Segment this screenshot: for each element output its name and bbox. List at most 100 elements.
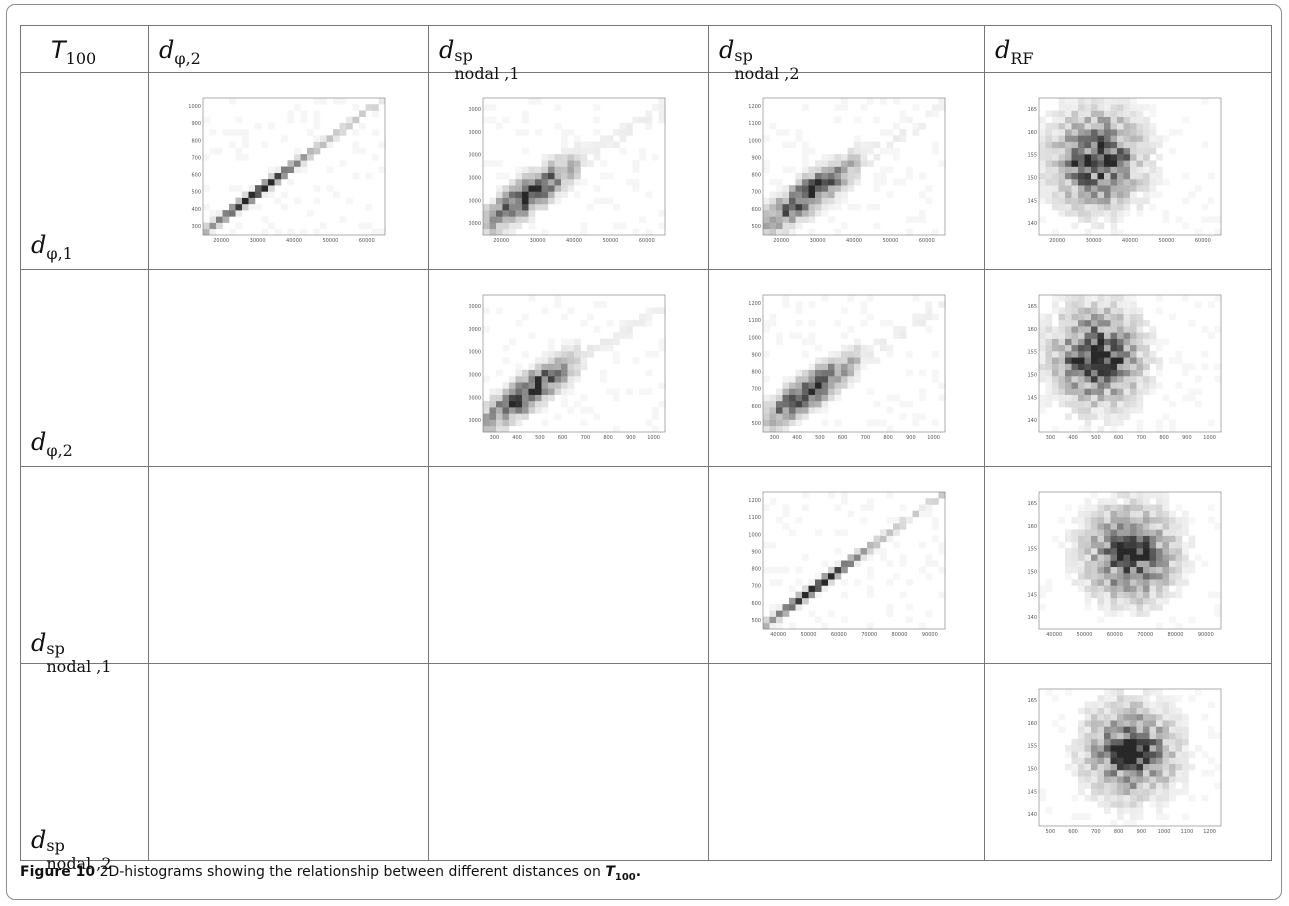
hist-bin [613, 357, 620, 364]
hist-bin [776, 210, 783, 217]
hist-bin [1071, 147, 1079, 155]
hist-bin [769, 191, 777, 198]
hist-bin [1052, 357, 1059, 364]
hist-bin [489, 419, 497, 427]
hist-bin [1104, 579, 1111, 586]
hist-bin [515, 375, 523, 383]
hist-bin [1091, 732, 1098, 740]
hist-bin [1156, 604, 1163, 611]
hist-bin [847, 560, 855, 568]
hist-bin [1065, 178, 1072, 186]
hist-bin [1156, 541, 1163, 549]
hist-bin [1136, 745, 1144, 752]
hist-bin [515, 382, 523, 389]
hist-bin [541, 197, 549, 205]
hist-bin [925, 313, 933, 321]
hist-bin [1097, 554, 1105, 561]
hist-bin [378, 228, 386, 236]
hist-bin [1058, 726, 1066, 733]
hist-bin [1175, 788, 1183, 796]
hist-bin [893, 529, 900, 536]
hist-bin [1123, 732, 1131, 740]
hist-bin [1130, 585, 1137, 592]
hist-bin [1123, 332, 1131, 339]
hist-bin [378, 166, 386, 174]
hist-bin [203, 203, 210, 211]
hist-bin [808, 178, 816, 186]
hist-bin [1091, 185, 1098, 192]
hist-bin [821, 363, 829, 371]
hist-bin [802, 591, 809, 599]
hist-bin [763, 394, 770, 402]
hist-bin [1149, 572, 1157, 580]
hist-bin [1117, 757, 1124, 765]
y-tick-label: 900 [751, 352, 761, 358]
hist-bin [1156, 807, 1163, 814]
hist-bin [1149, 388, 1157, 395]
hist-bin [1117, 154, 1124, 161]
hist-bin [489, 394, 497, 402]
hist-bin [1214, 591, 1222, 599]
hist-bin [619, 319, 627, 327]
hist-bin [1123, 178, 1131, 186]
hist-bin [1123, 566, 1131, 574]
hist-bin [769, 604, 777, 611]
hist-bin [1058, 295, 1066, 302]
hist-bin [769, 413, 777, 420]
hist-bin [1136, 160, 1144, 167]
hist-bin [1130, 332, 1137, 339]
hist-bin [867, 313, 874, 321]
hist-bin [1110, 548, 1118, 555]
hist-bin [925, 185, 933, 192]
hist-bin [1149, 203, 1157, 211]
hist-bin [352, 116, 360, 124]
hist-bin [1091, 413, 1098, 420]
hist-bin [867, 351, 874, 358]
hist-bin [1162, 413, 1170, 420]
hist-bin [1097, 357, 1105, 364]
hist-bin [483, 425, 490, 433]
hist-bin [834, 154, 842, 161]
hist-bin [1117, 535, 1124, 543]
hist-bin [1078, 160, 1085, 167]
hist-bin [802, 197, 809, 205]
hist-bin [561, 369, 568, 377]
hist-bin [1097, 307, 1105, 314]
hist-bin [1091, 375, 1098, 383]
x-tick-label: 70000 [861, 632, 877, 638]
hist-bin [300, 116, 308, 124]
x-tick-label: 50000 [882, 238, 898, 244]
hist-bin [326, 141, 334, 149]
x-tick-label: 1000 [1203, 435, 1216, 441]
hist-bin [1175, 351, 1183, 358]
hist-bin [1065, 572, 1072, 580]
hist-bin [1130, 788, 1137, 796]
x-tick-label: 600 [1114, 435, 1124, 441]
hist-bin [1084, 160, 1092, 167]
hist-bin [1136, 407, 1144, 414]
hist-bin [1084, 597, 1092, 605]
hist-bin [1143, 363, 1150, 371]
hist-bin [1084, 141, 1092, 149]
hist-bin [1045, 382, 1053, 389]
hist-bin [509, 388, 516, 395]
hist-bin [1149, 732, 1157, 740]
hist-bin [1143, 191, 1150, 198]
hist-bin [1104, 185, 1111, 192]
hist-bin [1149, 738, 1157, 746]
hist-bin [1156, 498, 1163, 505]
hist-bin [574, 178, 581, 186]
hist-bin [522, 313, 529, 321]
hist-bin [1175, 622, 1183, 630]
hist-bin [658, 344, 666, 352]
hist-bin [548, 357, 555, 364]
hist-bin [1078, 216, 1085, 223]
hist-bin [658, 338, 666, 346]
plot-row-1: dφ,2 30040050060070080090010004000050000… [20, 269, 1272, 467]
hist-bin [1149, 560, 1157, 568]
hist-bin [1182, 394, 1189, 402]
hist-bin [886, 394, 894, 402]
hist-bin [1110, 585, 1118, 592]
x-tick-label: 30000 [1086, 238, 1102, 244]
hist-bin [606, 172, 614, 180]
